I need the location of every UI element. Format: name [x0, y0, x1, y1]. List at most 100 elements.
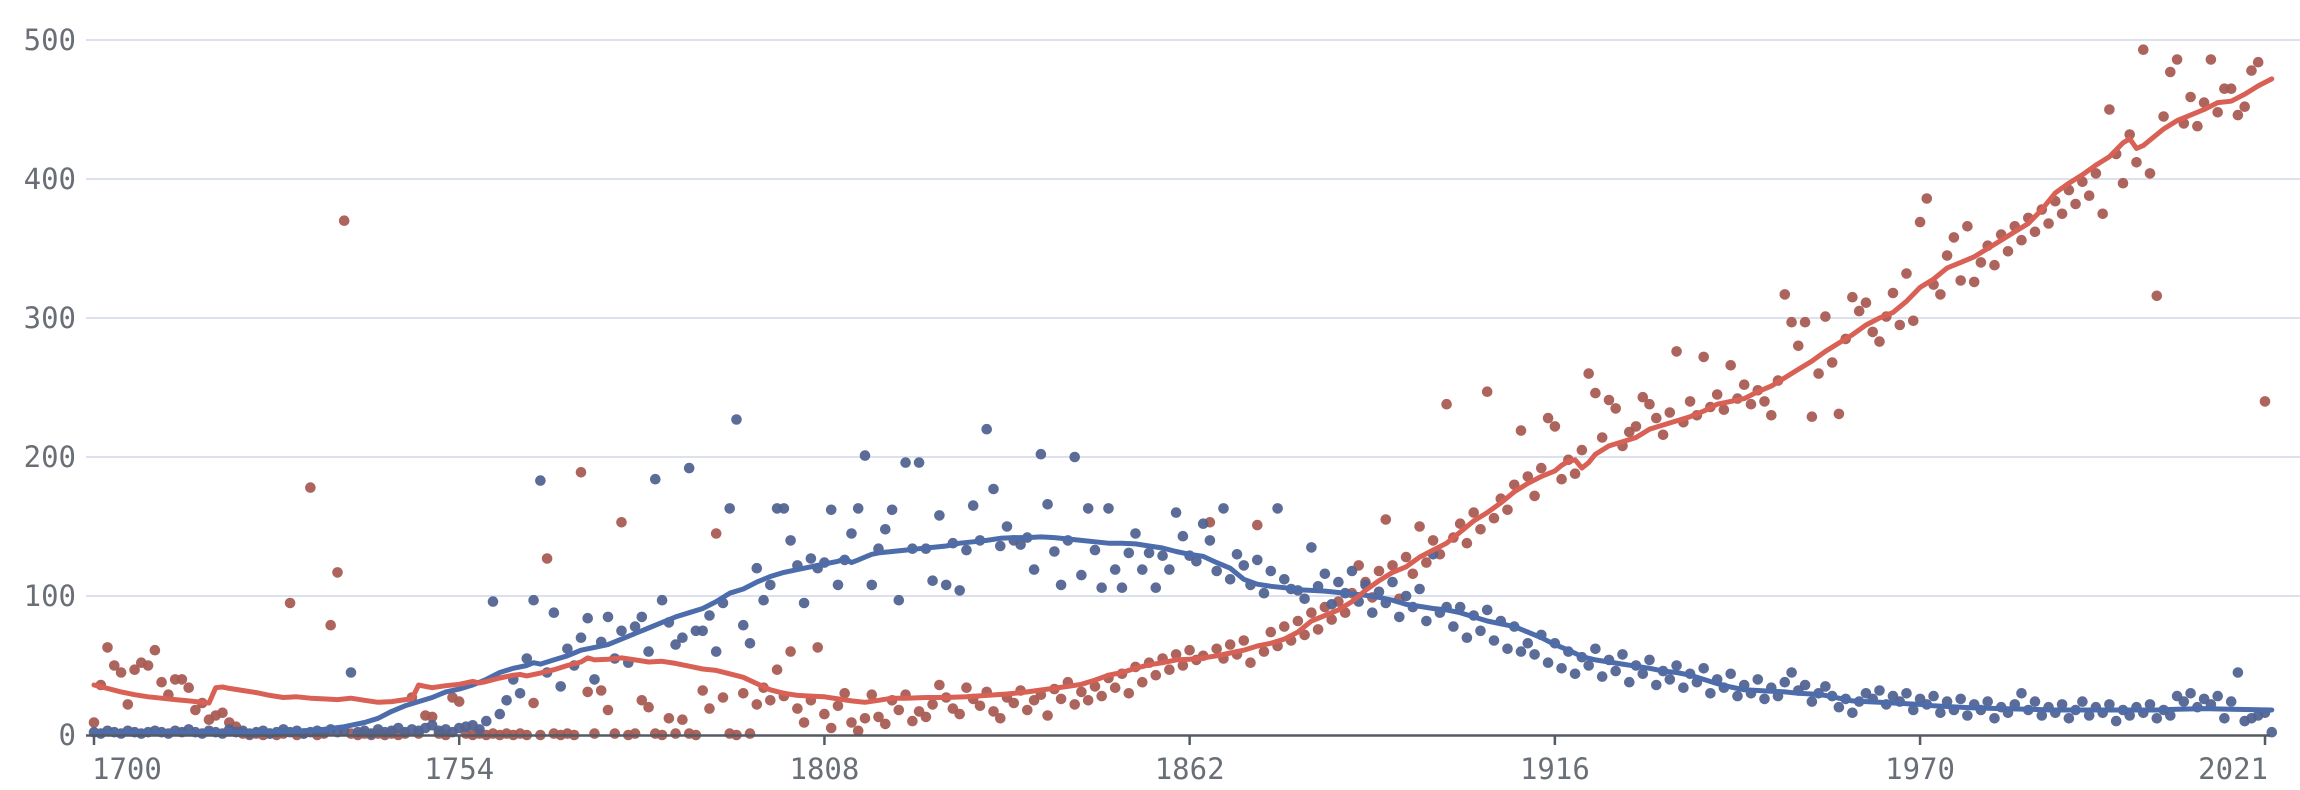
blue-data-point [1414, 583, 1425, 595]
x-tick-label: 1916 [1520, 752, 1590, 786]
red-data-point [954, 708, 965, 720]
red-data-point [183, 682, 194, 693]
blue-data-point [1515, 646, 1527, 657]
blue-data-point [1461, 632, 1473, 643]
blue-data-point [1082, 503, 1094, 514]
blue-data-point [927, 575, 938, 586]
red-data-point [2158, 111, 2169, 122]
red-data-point [1799, 316, 1811, 328]
red-data-point [1076, 686, 1087, 698]
red-data-point [1137, 676, 1148, 688]
blue-data-point [913, 457, 925, 468]
blue-data-point [1488, 635, 1500, 646]
blue-data-point [1421, 615, 1432, 627]
red-data-point [609, 728, 621, 739]
blue-data-point [1319, 568, 1331, 580]
red-data-point [832, 700, 844, 712]
red-data-point [2151, 290, 2163, 302]
red-data-point [1847, 291, 1858, 303]
blue-data-point [731, 414, 742, 425]
red-data-point [528, 697, 539, 709]
blue-data-point [683, 462, 695, 474]
blue-data-point [1705, 688, 1716, 699]
red-data-point [1238, 635, 1250, 646]
y-tick-label: 0 [59, 718, 76, 752]
red-data-point [1813, 368, 1824, 379]
blue-data-point [1130, 528, 1141, 539]
red-data-point [332, 567, 343, 578]
red-data-point [1089, 681, 1101, 692]
blue-data-point [1028, 564, 1040, 575]
blue-data-point [697, 625, 708, 637]
red-data-point [1962, 221, 1973, 232]
blue-data-point [1069, 451, 1080, 463]
red-data-point [1109, 682, 1121, 693]
blue-data-point [2036, 710, 2048, 721]
red-data-point [1414, 521, 1425, 532]
red-trend-line [91, 76, 2275, 706]
blue-data-point [961, 544, 972, 556]
red-data-point [1123, 688, 1135, 699]
blue-data-point [2151, 713, 2163, 724]
blue-data-point [2232, 667, 2244, 678]
blue-data-point [1055, 579, 1067, 591]
red-data-point [109, 660, 120, 671]
blue-data-point [704, 610, 715, 621]
red-data-point [1475, 524, 1486, 535]
red-data-point [1833, 408, 1845, 420]
red-data-point [1252, 519, 1263, 531]
red-data-point [2198, 97, 2210, 108]
red-data-point [1170, 649, 1182, 660]
red-data-point [636, 695, 648, 706]
blue-data-point [1299, 593, 1310, 605]
blue-data-point [528, 594, 539, 606]
blue-data-point [934, 510, 945, 521]
blue-data-point [900, 457, 911, 468]
red-data-point [1908, 315, 1919, 327]
blue-data-point [345, 667, 357, 678]
blue-data-point [1265, 565, 1277, 577]
red-data-point [1901, 268, 1912, 279]
red-data-point [2124, 129, 2135, 140]
blue-data-point [798, 597, 810, 609]
red-data-point [2259, 396, 2271, 407]
blue-data-point [1556, 663, 1567, 674]
blue-data-point [670, 639, 681, 650]
blue-data-point [825, 504, 837, 516]
red-data-point [2117, 177, 2129, 189]
red-data-point [1948, 232, 1960, 243]
x-tick-label: 1754 [424, 752, 494, 786]
red-data-point [338, 215, 350, 226]
red-data-point [1975, 257, 1987, 268]
red-data-point [1224, 639, 1236, 650]
red-data-point [88, 717, 100, 728]
blue-data-point [995, 540, 1006, 552]
blue-data-point [2219, 713, 2230, 724]
red-data-point [575, 467, 587, 478]
blue-data-point [1475, 625, 1486, 637]
red-data-point [176, 674, 188, 685]
blue-data-point [1109, 564, 1121, 575]
y-tick-label: 300 [24, 301, 76, 335]
blue-data-point [1806, 696, 1818, 707]
blue-data-point [2077, 696, 2088, 707]
red-data-point [156, 676, 167, 688]
blue-data-point [1779, 676, 1791, 688]
red-data-point [2097, 208, 2108, 220]
red-data-point [670, 728, 681, 739]
red-data-point [995, 713, 1006, 724]
red-data-point [1596, 432, 1608, 443]
x-tick-label: 1700 [92, 752, 162, 786]
blue-data-point [1637, 668, 1649, 680]
blue-data-point [1373, 586, 1385, 598]
red-data-point [2212, 107, 2223, 118]
blue-data-point [1177, 530, 1189, 542]
red-data-point [1211, 643, 1222, 655]
red-data-point [2070, 198, 2081, 210]
red-data-point [1265, 626, 1277, 638]
red-data-point [1042, 710, 1053, 721]
blue-data-point [2110, 715, 2122, 727]
red-data-point [325, 619, 337, 631]
red-data-point [1292, 615, 1304, 627]
red-data-point [2239, 101, 2250, 112]
